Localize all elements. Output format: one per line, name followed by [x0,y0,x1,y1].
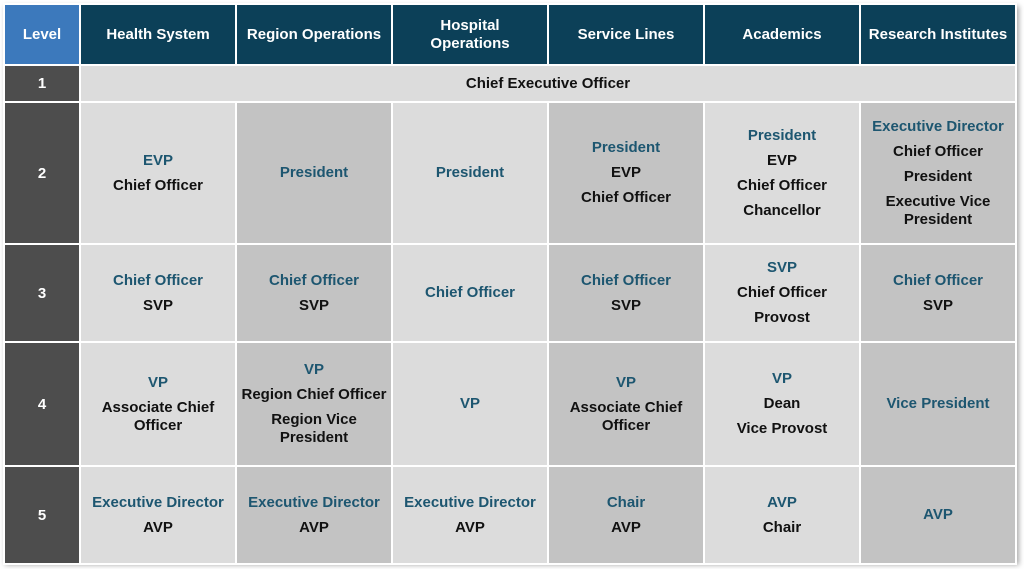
title: SVP [142,296,173,314]
title: AVP [143,518,173,536]
title: Chief Officer [112,271,203,289]
title: Chief Officer [112,176,203,194]
level-2-region-operations: President [237,103,391,243]
level-2-number: 2 [5,103,79,243]
level-2-academics: President EVP Chief Officer Chancellor [705,103,859,243]
header-hospital-operations: Hospital Operations [393,5,547,64]
level-2-research-institutes: Executive Director Chief Officer Preside… [861,103,1015,243]
title: Associate Chief Officer [569,398,683,434]
ceo-cell: Chief Executive Officer [81,66,1015,101]
header-row: Level Health System Region Operations Ho… [5,5,1015,64]
level-3-number: 3 [5,245,79,341]
level-4-region-operations: VP Region Chief Officer Region Vice Pres… [237,343,391,465]
level-4-research-institutes: Vice President [861,343,1015,465]
level-2-service-lines: President EVP Chief Officer [549,103,703,243]
title: Region Vice President [271,411,357,446]
title: President [903,167,973,185]
title: SVP [922,296,953,314]
level-3-health-system: Chief Officer SVP [81,245,235,341]
title: President [279,164,349,181]
title: President [435,164,505,181]
level-2-row: 2 EVP Chief Officer President President … [5,103,1015,243]
title: Chief Officer [424,284,515,301]
level-4-academics: VP Dean Vice Provost [705,343,859,465]
level-5-health-system: Executive Director AVP [81,467,235,563]
title: AVP [611,518,641,536]
level-5-hospital-operations: Executive Director AVP [393,467,547,563]
title: President [591,139,661,156]
title: Chief Officer [268,271,359,289]
level-1-number: 1 [5,66,79,101]
level-4-row: 4 VP Associate Chief Officer VP Region C… [5,343,1015,465]
title: VP [147,373,168,391]
title: Executive Director [404,493,536,511]
title: Dean [763,395,801,412]
title: VP [615,373,636,391]
title: Provost [754,309,810,326]
level-5-region-operations: Executive Director AVP [237,467,391,563]
level-5-academics: AVP Chair [705,467,859,563]
header-region-operations: Region Operations [237,5,391,64]
title-leveling-table: Level Health System Region Operations Ho… [3,3,1017,565]
title: Executive Director [248,493,380,511]
level-5-number: 5 [5,467,79,563]
header-academics: Academics [705,5,859,64]
title: EVP [142,151,173,169]
title: Chair [606,493,646,511]
header-level: Level [5,5,79,64]
level-3-research-institutes: Chief Officer SVP [861,245,1015,341]
title: Chief Officer [736,176,827,194]
title: EVP [610,164,641,181]
leveling-table-frame: Level Health System Region Operations Ho… [3,3,1017,565]
title: AVP [299,518,329,536]
title: Vice Provost [736,420,828,437]
title: President [747,126,817,144]
title: SVP [610,296,641,314]
title: AVP [923,506,953,523]
level-4-hospital-operations: VP [393,343,547,465]
level-1-row: 1 Chief Executive Officer [5,66,1015,101]
title: Chief Officer [580,189,671,206]
level-5-row: 5 Executive Director AVP Executive Direc… [5,467,1015,563]
title: Chair [762,518,802,536]
header-research-institutes: Research Institutes [861,5,1015,64]
level-3-row: 3 Chief Officer SVP Chief Officer SVP Ch… [5,245,1015,341]
title: Vice President [886,395,990,412]
header-service-lines: Service Lines [549,5,703,64]
level-5-research-institutes: AVP [861,467,1015,563]
title: Executive Vice President [885,192,991,228]
level-5-service-lines: Chair AVP [549,467,703,563]
title: Executive Director [872,117,1004,135]
title: VP [303,361,324,378]
level-3-service-lines: Chief Officer SVP [549,245,703,341]
level-3-hospital-operations: Chief Officer [393,245,547,341]
title: VP [771,370,792,387]
title: SVP [298,296,329,314]
title: AVP [455,518,485,536]
title: Region Chief Officer [241,386,387,403]
level-2-hospital-operations: President [393,103,547,243]
level-2-health-system: EVP Chief Officer [81,103,235,243]
title: Chancellor [743,201,821,219]
title: SVP [766,259,797,276]
title: VP [459,395,480,412]
title: Executive Director [92,493,224,511]
title: EVP [766,151,797,169]
title: Chief Officer [892,142,983,160]
header-health-system: Health System [81,5,235,64]
level-4-number: 4 [5,343,79,465]
title: Associate Chief Officer [101,398,215,434]
level-4-service-lines: VP Associate Chief Officer [549,343,703,465]
title: Chief Officer [736,284,827,301]
title: AVP [767,493,797,511]
level-3-academics: SVP Chief Officer Provost [705,245,859,341]
title: Chief Officer [580,271,671,289]
title: Chief Officer [892,271,983,289]
level-4-health-system: VP Associate Chief Officer [81,343,235,465]
level-3-region-operations: Chief Officer SVP [237,245,391,341]
